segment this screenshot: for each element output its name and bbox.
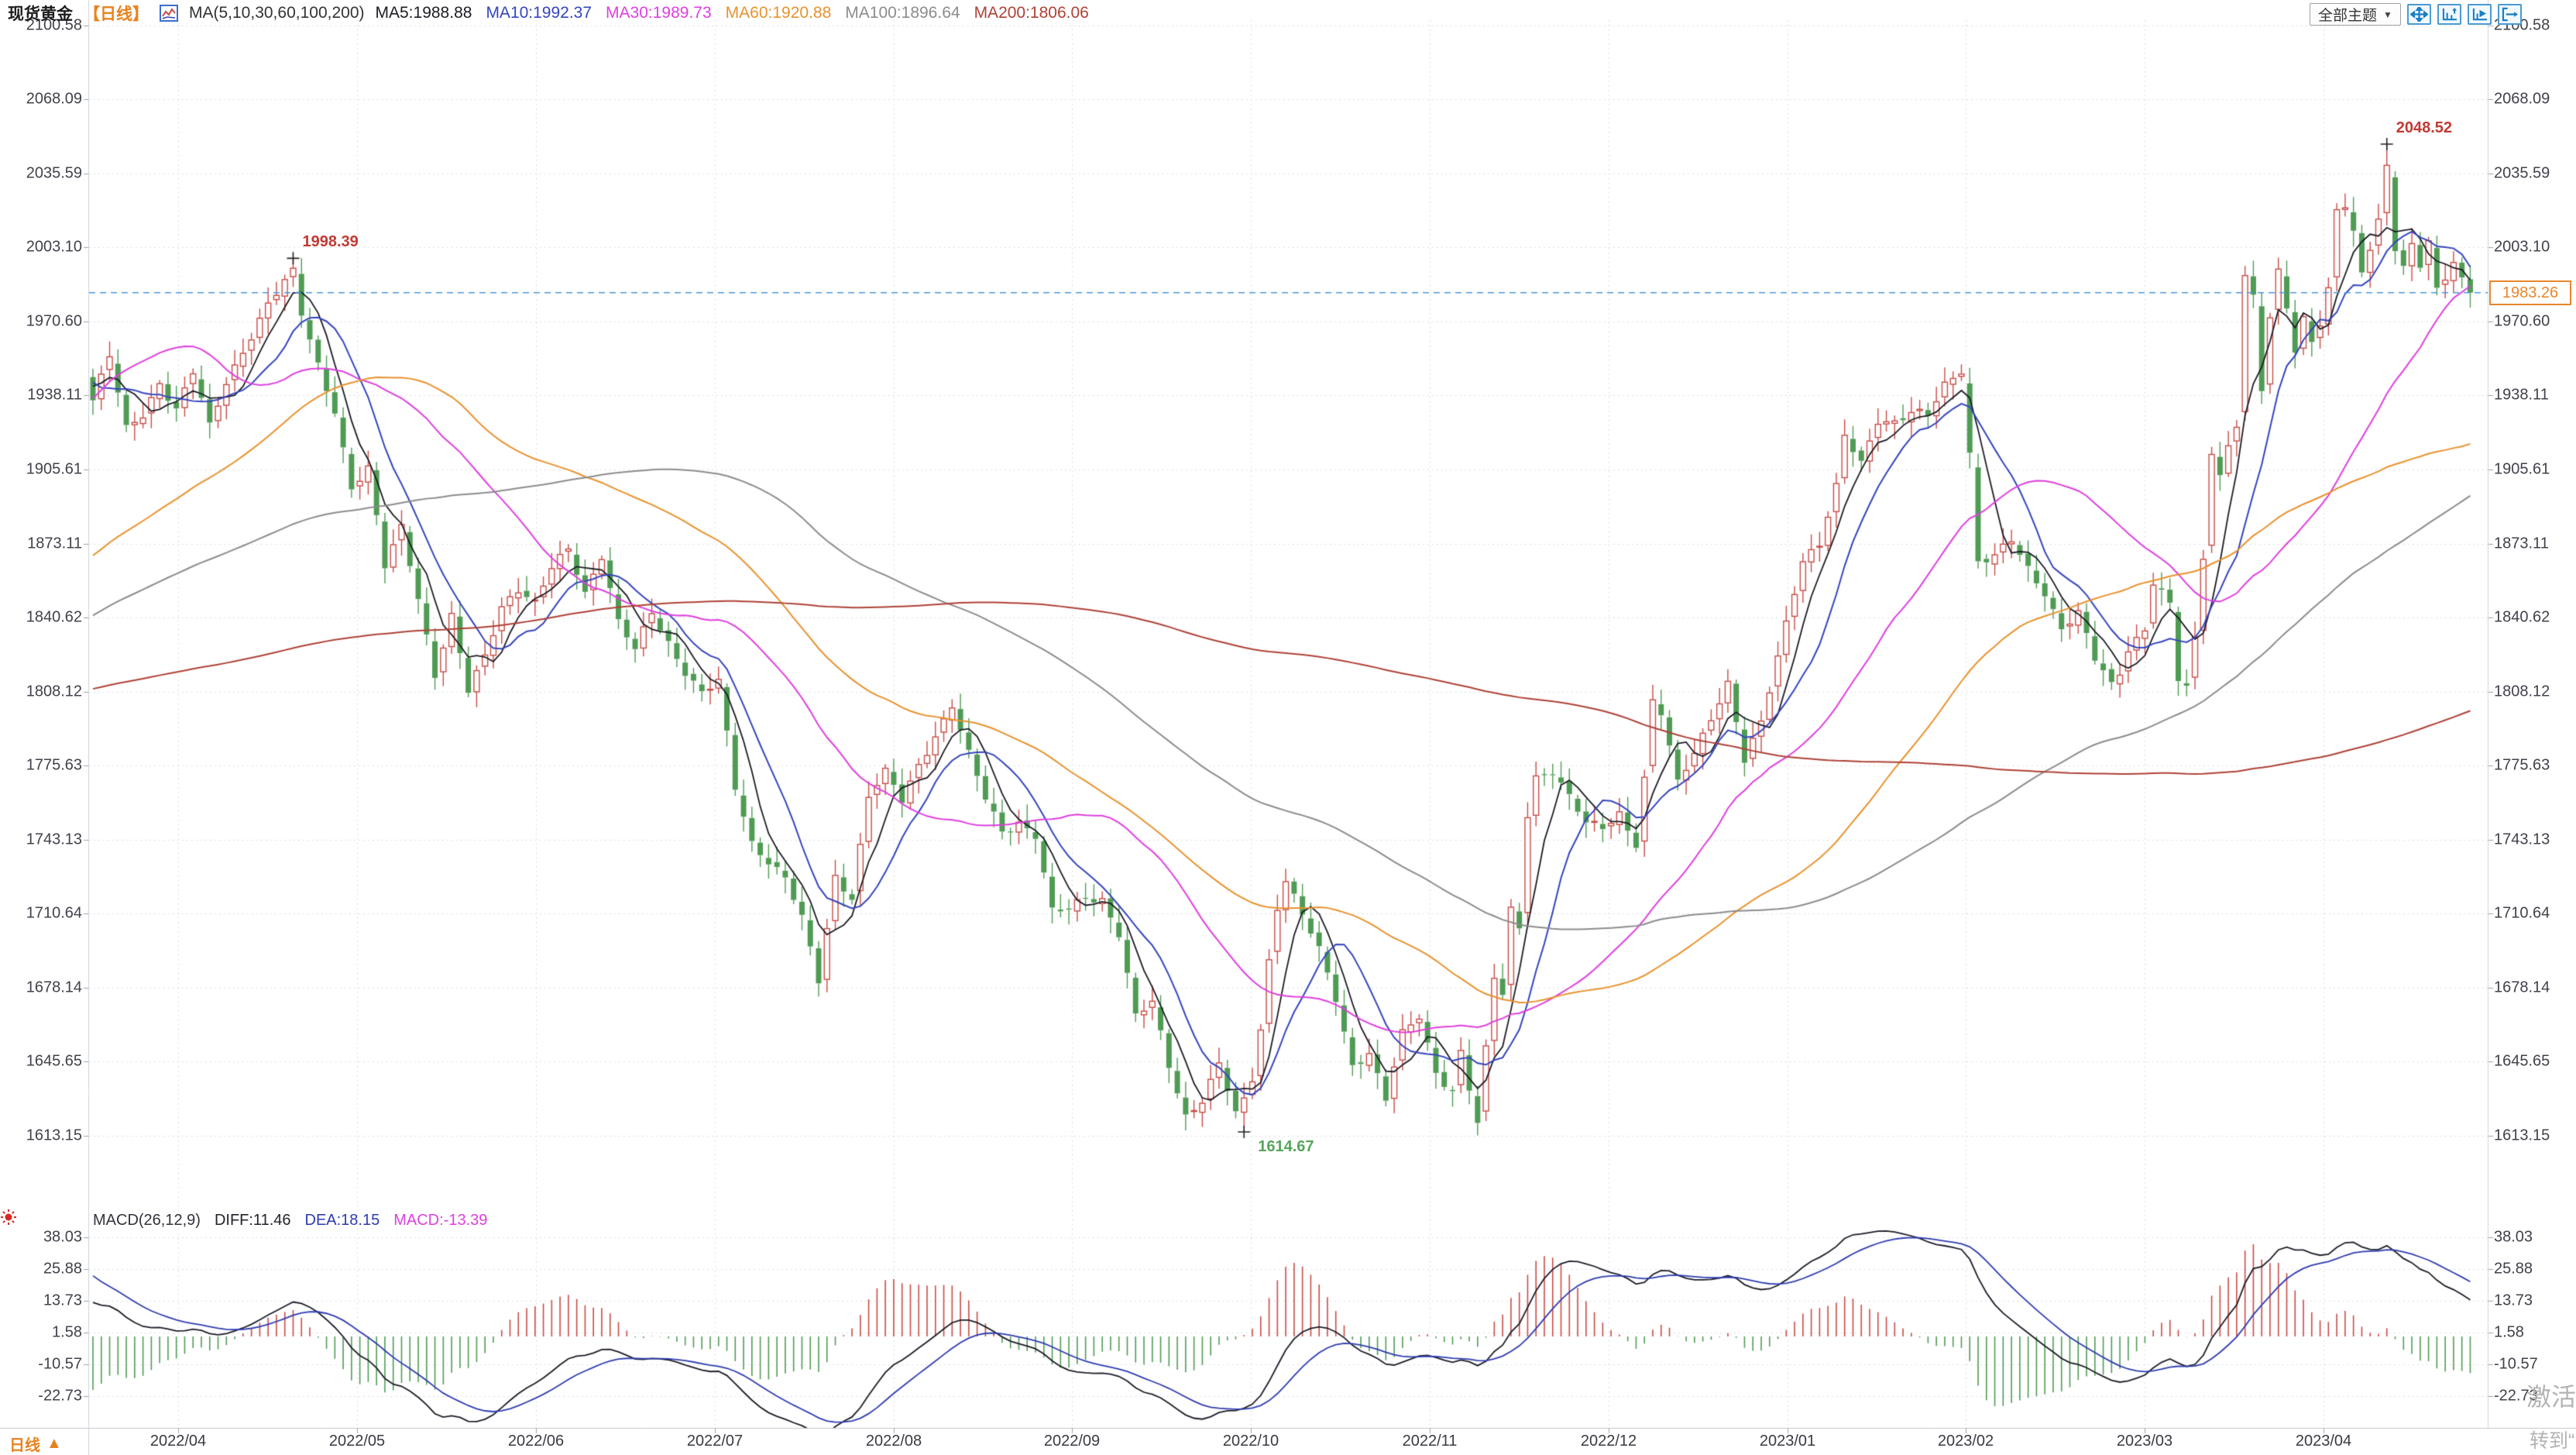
price-tick-left: 2100.58 (26, 16, 82, 34)
ma-value-200: MA200:1806.06 (974, 4, 1089, 22)
date-tick-2022-12: 2022/12 (1580, 1433, 1637, 1450)
price-tick-left: 1905.61 (26, 460, 82, 478)
macd-header: MACD(26,12,9) DIFF:11.46 DEA:18.15 MACD:… (93, 1212, 487, 1230)
price-tick-left: 2003.10 (26, 238, 82, 256)
price-tick-left: 1743.13 (26, 831, 82, 848)
period-selector[interactable]: 日线 ▲ (9, 1433, 62, 1455)
price-tick-left: 2035.59 (26, 164, 82, 182)
ma-group-label: MA(5,10,30,60,100,200) (189, 4, 365, 22)
date-tick-2022-07: 2022/07 (686, 1433, 744, 1450)
price-tick-left: 1873.11 (27, 535, 82, 552)
period-tag: 【日线】 (84, 5, 149, 23)
high-price-annotation: 2048.52 (2396, 119, 2453, 136)
date-tick-2023-03: 2023/03 (2116, 1433, 2173, 1450)
price-tick-right: 1775.63 (2494, 756, 2550, 774)
period-selector-label: 日线 (9, 1437, 40, 1454)
chevron-down-icon: ▼ (2383, 9, 2392, 20)
macd-tick-left: 25.88 (43, 1260, 82, 1278)
macd-tick-right: 38.03 (2494, 1228, 2533, 1246)
macd-hist-value: MACD:-13.39 (393, 1212, 488, 1229)
price-tick-right: 1873.11 (2494, 535, 2549, 552)
price-tick-left: 1613.15 (26, 1127, 82, 1144)
low-price-annotation: 1614.67 (1258, 1138, 1314, 1156)
high-price-annotation: 1998.39 (302, 233, 359, 251)
macd-tick-right: -10.57 (2494, 1355, 2538, 1373)
date-tick-2022-06: 2022/06 (507, 1433, 565, 1450)
triangle-up-icon: ▲ (46, 1435, 62, 1452)
macd-diff-value: DIFF:11.46 (214, 1212, 291, 1229)
macd-dea-value: DEA:18.15 (304, 1212, 380, 1229)
price-tick-left: 1678.14 (26, 979, 82, 996)
price-tick-right: 1808.12 (2494, 683, 2550, 700)
price-tick-left: 2068.09 (26, 90, 82, 108)
price-tick-right: 2003.10 (2494, 238, 2550, 256)
date-tick-2022-09: 2022/09 (1043, 1433, 1101, 1450)
macd-tick-left: 1.58 (52, 1323, 82, 1341)
watermark-line2: 转到“ (2530, 1430, 2575, 1452)
symbol-title: 现货黄金 (8, 5, 73, 23)
price-tick-right: 1743.13 (2494, 831, 2550, 848)
price-tick-left: 1808.12 (26, 683, 82, 700)
macd-params-label: MACD(26,12,9) (93, 1212, 201, 1229)
price-tick-right: 1710.64 (2494, 904, 2550, 922)
ma-value-10: MA10:1992.37 (486, 4, 592, 22)
date-tick-2023-02: 2023/02 (1937, 1433, 1994, 1450)
date-tick-2022-11: 2022/11 (1402, 1433, 1458, 1450)
price-tick-right: 2035.59 (2494, 164, 2550, 182)
price-tick-right: 2068.09 (2494, 90, 2550, 108)
price-tick-right: 1645.65 (2494, 1052, 2550, 1070)
kline-chart-icon[interactable] (160, 5, 178, 22)
price-tick-left: 1938.11 (27, 386, 82, 404)
ma-values: MA5:1988.88 MA10:1992.37 MA30:1989.73 MA60:… (376, 4, 1089, 22)
indicator-alert-icon[interactable] (0, 1207, 20, 1231)
axis-zoom-icon[interactable] (2437, 4, 2461, 25)
macd-tick-left: 13.73 (43, 1292, 82, 1309)
date-tick-2023-04: 2023/04 (2295, 1433, 2352, 1450)
macd-tick-right: 13.73 (2494, 1292, 2533, 1309)
ma-value-100: MA100:1896.64 (845, 4, 960, 22)
ma-value-60: MA60:1920.88 (725, 4, 832, 22)
date-tick-2022-08: 2022/08 (865, 1433, 922, 1450)
price-tick-right: 1840.62 (2494, 608, 2550, 626)
macd-tick-left: 38.03 (43, 1228, 82, 1246)
macd-tick-right: 25.88 (2494, 1260, 2533, 1278)
macd-tick-right: -22.73 (2494, 1387, 2538, 1405)
last-price-tag: 1983.26 (2489, 280, 2571, 305)
axis-play-icon[interactable] (2467, 4, 2492, 25)
watermark-line1: 激活 (2526, 1383, 2576, 1411)
price-tick-right: 1678.14 (2494, 979, 2550, 996)
price-tick-right: 1905.61 (2494, 460, 2550, 478)
price-tick-left: 1645.65 (26, 1052, 82, 1070)
date-tick-2022-10: 2022/10 (1222, 1433, 1279, 1450)
ma-value-30: MA30:1989.73 (606, 4, 712, 22)
date-tick-2022-04: 2022/04 (149, 1433, 207, 1450)
date-tick-2023-01: 2023/01 (1759, 1433, 1816, 1450)
price-tick-right: 1938.11 (2494, 386, 2549, 404)
ma-value-5: MA5:1988.88 (375, 4, 472, 22)
price-tick-left: 1775.63 (26, 756, 82, 774)
macd-tick-left: -10.57 (38, 1355, 82, 1373)
top-right-controls: 全部主题 ▼ (2310, 3, 2522, 26)
price-tick-left: 1710.64 (26, 904, 82, 922)
macd-tick-left: -22.73 (38, 1387, 82, 1405)
price-tick-left: 1840.62 (26, 608, 82, 626)
price-tick-right: 1613.15 (2494, 1127, 2550, 1144)
price-tick-left: 1970.60 (26, 312, 82, 330)
macd-tick-right: 1.58 (2494, 1323, 2524, 1341)
theme-dropdown[interactable]: 全部主题 ▼ (2310, 3, 2401, 26)
price-tick-right: 1970.60 (2494, 312, 2550, 330)
theme-dropdown-label: 全部主题 (2318, 8, 2378, 24)
export-right-icon[interactable] (2497, 4, 2522, 25)
chart-header: 现货黄金 【日线】 MA(5,10,30,60,100,200) MA5:198… (8, 2, 1089, 25)
pan-move-icon[interactable] (2406, 4, 2431, 25)
date-tick-2022-05: 2022/05 (328, 1433, 386, 1450)
